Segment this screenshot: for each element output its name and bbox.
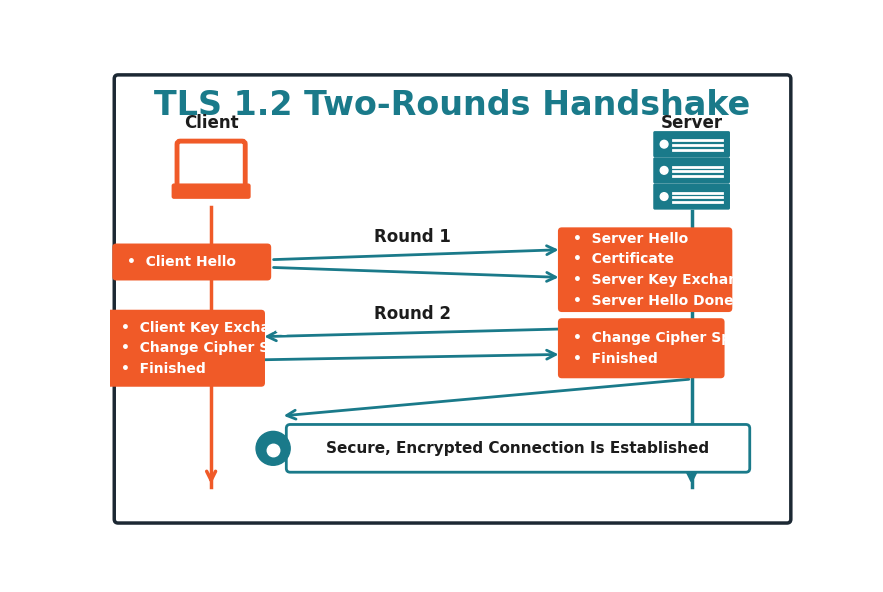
Text: Secure, Encrypted Connection Is Established: Secure, Encrypted Connection Is Establis… <box>327 441 710 456</box>
Text: •  Server Hello
•  Certificate
•  Server Key Exchange
•  Server Hello Done: • Server Hello • Certificate • Server Ke… <box>573 232 757 308</box>
FancyBboxPatch shape <box>653 184 730 210</box>
Text: Round 1: Round 1 <box>374 227 451 246</box>
Text: •  Change Cipher Spec
•  Finished: • Change Cipher Spec • Finished <box>573 331 749 365</box>
Circle shape <box>660 140 668 148</box>
FancyBboxPatch shape <box>177 141 245 187</box>
FancyBboxPatch shape <box>558 318 725 378</box>
FancyBboxPatch shape <box>171 184 251 199</box>
Text: •  Client Key Exchange
•  Change Cipher Spec
•  Finished: • Client Key Exchange • Change Cipher Sp… <box>121 321 299 376</box>
FancyBboxPatch shape <box>112 243 271 281</box>
FancyBboxPatch shape <box>286 424 750 472</box>
FancyBboxPatch shape <box>653 131 730 157</box>
Text: Client: Client <box>184 114 238 133</box>
FancyBboxPatch shape <box>558 227 732 312</box>
FancyBboxPatch shape <box>653 157 730 184</box>
Circle shape <box>256 432 291 465</box>
FancyBboxPatch shape <box>106 310 265 387</box>
Text: •  Client Hello: • Client Hello <box>127 255 236 269</box>
Text: Server: Server <box>660 114 722 133</box>
Circle shape <box>660 193 668 201</box>
Text: Round 2: Round 2 <box>374 305 451 323</box>
Circle shape <box>660 166 668 174</box>
FancyBboxPatch shape <box>114 75 791 523</box>
Text: TLS 1.2 Two-Rounds Handshake: TLS 1.2 Two-Rounds Handshake <box>154 89 751 122</box>
